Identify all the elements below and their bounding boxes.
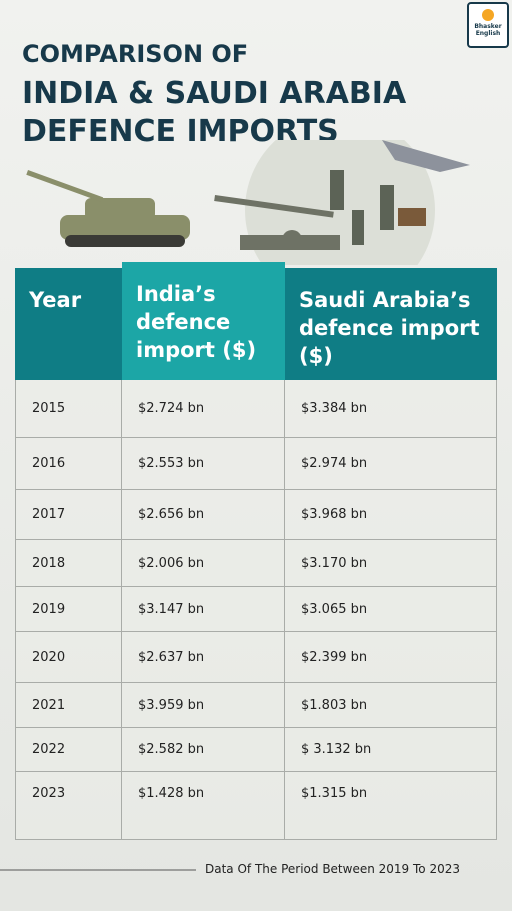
table-cell: 2018 bbox=[15, 540, 122, 587]
table-cell: $2.974 bn bbox=[285, 438, 497, 490]
logo-text: English bbox=[475, 30, 501, 37]
column-header: Year bbox=[15, 268, 122, 380]
table-cell: 2017 bbox=[15, 490, 122, 540]
table-cell: 2021 bbox=[15, 683, 122, 728]
table-cell: $3.147 bn bbox=[122, 587, 285, 632]
logo-text: Bhasker bbox=[474, 23, 502, 30]
table-cell: 2023 bbox=[15, 772, 122, 840]
footer-rule bbox=[0, 869, 196, 871]
table-cell: $1.803 bn bbox=[285, 683, 497, 728]
table-cell: $3.959 bn bbox=[122, 683, 285, 728]
title-line: COMPARISON OF bbox=[22, 40, 249, 68]
title-line: INDIA & SAUDI ARABIA bbox=[22, 76, 407, 111]
table-cell: $1.315 bn bbox=[285, 772, 497, 840]
table-cell: $ 3.132 bn bbox=[285, 728, 497, 772]
table-cell: $2.006 bn bbox=[122, 540, 285, 587]
column-header: India’s defence import ($) bbox=[122, 262, 285, 380]
table-cell: $2.656 bn bbox=[122, 490, 285, 540]
table-cell: $3.384 bn bbox=[285, 380, 497, 438]
table-cell: 2022 bbox=[15, 728, 122, 772]
footer-note: Data Of The Period Between 2019 To 2023 bbox=[205, 862, 460, 876]
table-cell: 2019 bbox=[15, 587, 122, 632]
table-cell: $3.968 bn bbox=[285, 490, 497, 540]
table-cell: 2020 bbox=[15, 632, 122, 683]
table-cell: $1.428 bn bbox=[122, 772, 285, 840]
table-cell: $2.582 bn bbox=[122, 728, 285, 772]
logo: Bhasker English bbox=[467, 2, 509, 48]
illustration bbox=[26, 140, 470, 265]
table-cell: $3.065 bn bbox=[285, 587, 497, 632]
table-cell: $2.399 bn bbox=[285, 632, 497, 683]
table-cell: 2016 bbox=[15, 438, 122, 490]
table-cell: $3.170 bn bbox=[285, 540, 497, 587]
table-cell: $2.553 bn bbox=[122, 438, 285, 490]
table-cell: $2.724 bn bbox=[122, 380, 285, 438]
table-cell: 2015 bbox=[15, 380, 122, 438]
table-cell: $2.637 bn bbox=[122, 632, 285, 683]
column-header: Saudi Arabia’s defence import ($) bbox=[285, 268, 497, 380]
